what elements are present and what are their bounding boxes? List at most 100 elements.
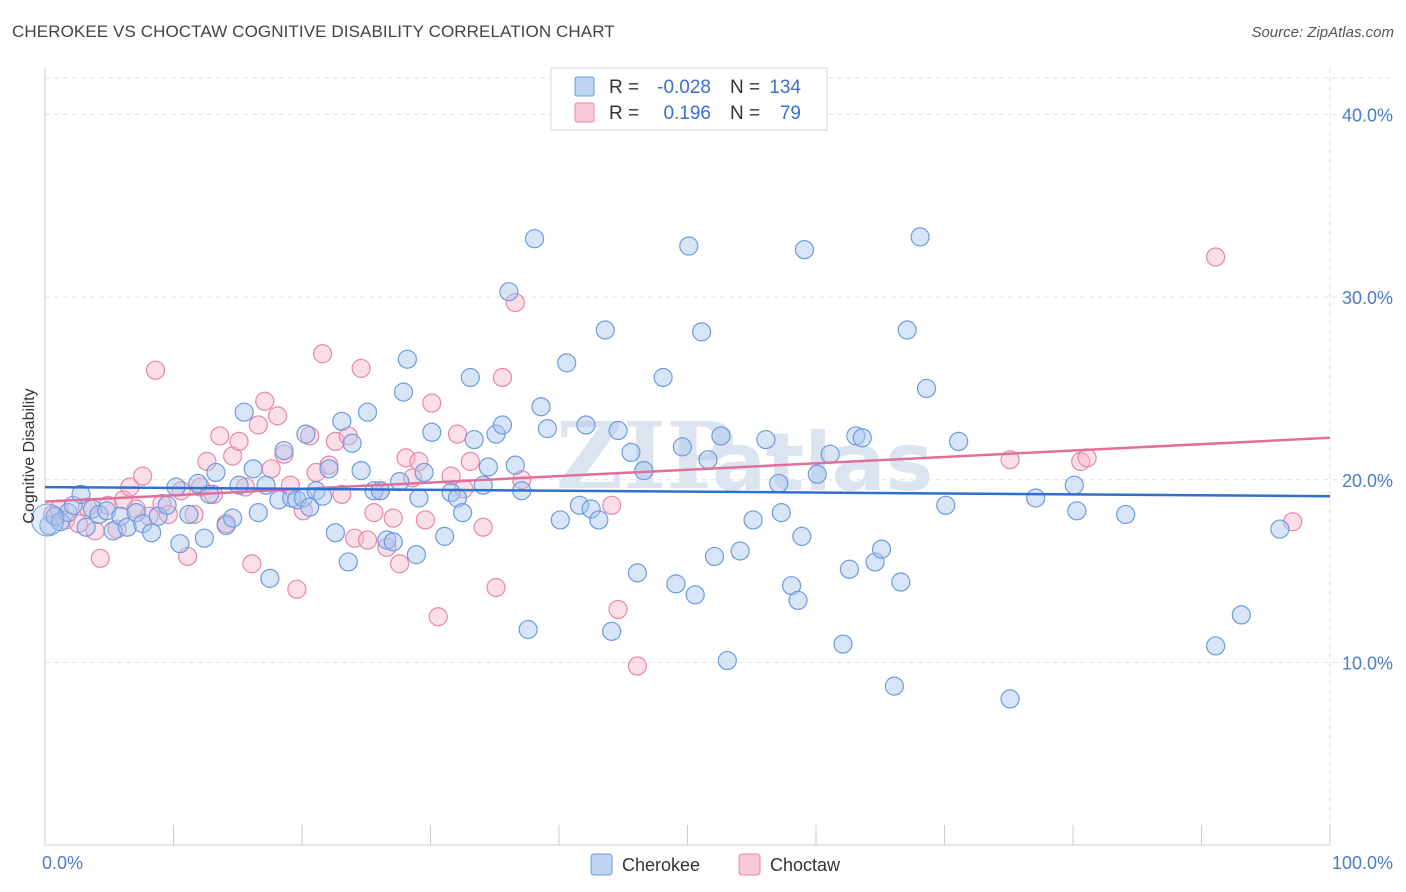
choctaw-point-55	[415, 510, 435, 530]
choctaw-point-65	[505, 293, 525, 313]
cherokee-point-96	[704, 546, 725, 567]
cherokee-point-127	[1116, 504, 1136, 525]
cherokee-point-27	[229, 475, 249, 495]
legend-box	[550, 67, 828, 131]
cherokee-point-13	[126, 503, 146, 523]
cherokee-point-98	[717, 650, 737, 671]
cherokee-point-71	[505, 455, 525, 475]
cherokee-point-74	[524, 229, 545, 249]
cherokee-point-107	[794, 240, 815, 260]
cherokee-point-125	[1064, 475, 1084, 495]
choctaw-point-35	[287, 579, 307, 599]
x-tick-label-min: 0.0%	[42, 853, 83, 873]
choctaw-point-29	[248, 415, 268, 435]
cherokee-point-42	[319, 459, 339, 479]
cherokee-point-1	[45, 506, 65, 526]
axes	[44, 68, 1331, 846]
cherokee-point-85	[608, 420, 628, 441]
choctaw-point-14	[145, 360, 166, 380]
cherokee-point-63	[453, 503, 473, 523]
choctaw-point-46	[357, 530, 378, 550]
choctaw-point-51	[390, 554, 410, 574]
cherokee-point-52	[383, 532, 403, 552]
cherokee-point-47	[351, 461, 371, 481]
cherokee-point-55	[397, 349, 417, 369]
cherokee-point-11	[111, 506, 131, 526]
cherokee-point-51	[377, 530, 397, 550]
series-legend-label-choctaw: Choctaw	[770, 855, 841, 875]
choctaw-point-73	[1206, 247, 1226, 267]
cherokee-point-126	[1067, 501, 1087, 521]
cherokee-point-24	[206, 462, 226, 483]
gridlines	[45, 68, 1393, 845]
cherokee-point-53	[390, 471, 410, 492]
cherokee-point-90	[666, 574, 686, 594]
cherokee-point-128	[1206, 636, 1226, 656]
cherokee-point-115	[871, 539, 892, 559]
choctaw-point-64	[492, 367, 513, 388]
cherokee-point-64	[460, 367, 480, 388]
choctaw-point-6	[90, 548, 110, 568]
cherokee-point-76	[537, 419, 558, 439]
choctaw-point-62	[473, 517, 493, 537]
cherokee-point-119	[910, 227, 930, 247]
cherokee-point-130	[1270, 519, 1290, 539]
choctaw-point-57	[428, 607, 448, 627]
choctaw-trendline	[44, 436, 1331, 503]
cherokee-point-110	[833, 634, 853, 654]
cherokee-point-117	[891, 572, 911, 592]
cherokee-point-48	[357, 402, 378, 422]
cherokee-point-118	[897, 320, 917, 340]
y-tick-labels: 10.0% 20.0% 30.0% 40.0%	[1342, 106, 1393, 674]
series-legend: Cherokee Choctaw	[590, 853, 841, 876]
source-label: Source: ZipAtlas.com	[1251, 24, 1394, 41]
cherokee-point-20	[179, 504, 199, 525]
cherokee-point-93	[685, 585, 705, 605]
cherokee-point-112	[846, 426, 866, 446]
choctaw-point-68	[608, 599, 628, 620]
cherokee-point-91	[672, 437, 692, 457]
cherokee-point-57	[409, 488, 429, 508]
choctaw-point-45	[351, 358, 371, 378]
cherokee-point-70	[499, 282, 519, 302]
legend-r-label-cherokee: R =	[609, 77, 639, 98]
cherokee-point-100	[743, 510, 763, 530]
cherokee-point-79	[569, 495, 590, 515]
cherokee-point-84	[602, 621, 622, 641]
legend-r-label-choctaw: R =	[609, 103, 639, 124]
cherokee-point-44	[332, 411, 352, 431]
legend-n-value-choctaw: 79	[780, 103, 801, 124]
choctaw-point-39	[312, 344, 333, 364]
cherokee-point-109	[820, 444, 840, 464]
choctaw-point-26	[229, 431, 249, 452]
choctaw-point-61	[460, 451, 480, 472]
cherokee-point-cluster	[31, 503, 65, 537]
cherokee-point-19	[170, 534, 190, 554]
cherokee-point-32	[260, 568, 280, 588]
cherokee-point-101	[756, 429, 776, 450]
chart-title: CHEROKEE VS CHOCTAW COGNITIVE DISABILITY…	[12, 22, 615, 41]
cherokee-point-83	[595, 320, 615, 340]
choctaw-point-70	[1000, 450, 1020, 470]
cherokee-point-78	[557, 353, 577, 373]
cherokee-point-45	[338, 552, 358, 572]
choctaw-point-30	[255, 391, 275, 411]
cherokee-point-106	[792, 526, 812, 546]
cherokee-point-30	[248, 503, 268, 523]
choctaw-point-56	[422, 393, 442, 413]
cherokee-point-97	[711, 426, 731, 446]
choctaw-point-47	[364, 503, 384, 523]
cherokee-point-80	[576, 415, 596, 435]
x-tick-label-max: 100.0%	[1332, 853, 1393, 873]
choctaw-point-31	[261, 459, 281, 479]
cherokee-point-89	[653, 367, 673, 388]
cherokee-point-75	[531, 397, 551, 417]
cherokee-point-65	[464, 429, 484, 450]
cherokee-point-29	[243, 459, 263, 479]
cherokee-point-67	[478, 457, 498, 477]
choctaw-point-28	[242, 554, 262, 574]
cherokee-point-94	[692, 322, 712, 342]
cherokee-point-28	[234, 402, 254, 422]
choctaw-point-71	[1071, 451, 1091, 472]
legend-swatch-cherokee	[574, 76, 595, 97]
